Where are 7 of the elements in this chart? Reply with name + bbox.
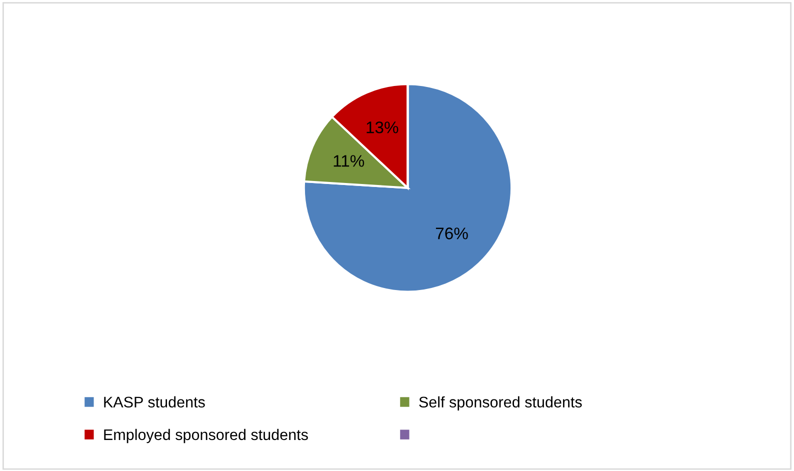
- data-label: 76%: [436, 228, 468, 240]
- legend-label: Employed sponsored students: [104, 428, 308, 444]
- data-label: 11%: [334, 155, 364, 167]
- data-label: 13%: [366, 122, 398, 134]
- legend-label: KASP students: [104, 396, 205, 408]
- pie-slice: [302, 83, 513, 293]
- legend-label: Self sponsored students: [419, 396, 582, 411]
